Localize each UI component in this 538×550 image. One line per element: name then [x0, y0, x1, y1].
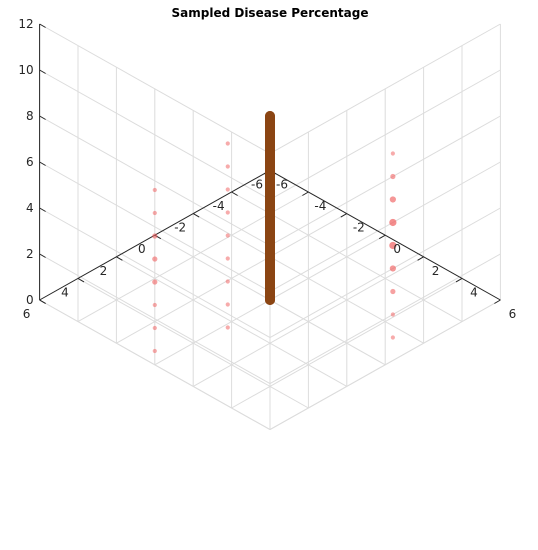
- projection-marker: [225, 325, 230, 330]
- right-wall-grid-line: [269, 161, 501, 293]
- projection-marker: [225, 233, 230, 238]
- data-layer: [265, 111, 275, 305]
- z-tick-mark: [39, 207, 46, 212]
- projection-marker: [389, 241, 397, 250]
- projection-marker: [152, 325, 157, 331]
- projection-marker: [152, 279, 158, 285]
- z-tick-label: 0: [26, 293, 34, 307]
- projection-marker: [390, 335, 395, 340]
- right-wall-grid-line: [269, 115, 501, 247]
- projection-marker: [389, 196, 396, 203]
- y-tick-mark: [302, 191, 309, 196]
- y-tick-mark: [417, 256, 424, 261]
- tick-label-layer: 0 2 4 6 8 10 12 -6 -4 -2 0 2 4 6 -6 -4 -2 0 2 4 6: [18, 17, 516, 321]
- y-tick-label: 0: [393, 242, 401, 256]
- z-tick-label: 10: [18, 63, 33, 77]
- x-tick-mark: [192, 213, 200, 218]
- projection-marker: [225, 256, 230, 261]
- z-tick-mark: [39, 23, 46, 28]
- y-tick-label: -2: [353, 221, 365, 235]
- x-tick-mark: [39, 299, 46, 304]
- left-wall-grid-line: [39, 207, 271, 339]
- y-tick-label: -6: [276, 177, 288, 191]
- z-tick-mark: [39, 115, 46, 120]
- right-wall-grid-line: [269, 253, 501, 385]
- projection-marker: [225, 164, 230, 169]
- x-tick-label: -6: [251, 177, 263, 191]
- x-tick-label: 6: [23, 307, 31, 321]
- right-wall-grid-line: [269, 207, 501, 339]
- z-tick-label: 6: [26, 155, 34, 169]
- left-wall-grid-line: [39, 115, 271, 247]
- z-tick-label: 2: [26, 247, 34, 261]
- left-wall-grid-line: [39, 23, 271, 155]
- y-tick-label: 6: [509, 307, 517, 321]
- projection-marker: [390, 151, 395, 156]
- z-tick-label: 8: [26, 109, 34, 123]
- x-tick-label: 2: [100, 264, 108, 278]
- x-tick-label: 4: [61, 285, 69, 299]
- projection-marker: [390, 173, 396, 180]
- x-tick-label: -2: [174, 221, 186, 235]
- chart-title: Sampled Disease Percentage: [172, 6, 369, 20]
- left-wall-grid-line: [39, 299, 271, 431]
- right-wall-grid-line: [269, 299, 501, 431]
- x-tick-mark: [231, 191, 238, 196]
- left-wall-grid-line: [39, 161, 271, 293]
- x-tick-label: -4: [213, 199, 225, 213]
- projection-marker: [389, 265, 396, 272]
- projection-marker: [225, 210, 230, 215]
- y-tick-mark: [494, 299, 501, 304]
- z-tick-mark: [39, 161, 46, 166]
- x-tick-label: 0: [138, 242, 146, 256]
- x-tick-mark: [116, 256, 123, 261]
- left-wall-grid-line: [39, 253, 271, 385]
- projection-marker: [152, 302, 157, 308]
- y-tick-mark: [378, 234, 386, 240]
- projection-marker: [225, 141, 230, 146]
- projection-marker: [225, 302, 230, 307]
- projection-marker: [152, 233, 158, 239]
- right-wall-grid-line: [269, 69, 501, 201]
- projection-marker: [152, 256, 158, 262]
- projection-marker: [152, 187, 157, 193]
- projection-marker: [152, 210, 157, 216]
- projection-marker: [390, 312, 395, 317]
- projection-layer: [152, 141, 397, 354]
- z-tick-label: 4: [26, 201, 34, 215]
- data-point: [265, 111, 275, 121]
- x-tick-mark: [77, 277, 85, 283]
- y-tick-mark: [340, 213, 348, 218]
- projection-marker: [225, 279, 230, 284]
- projection-marker: [389, 218, 397, 227]
- projection-marker: [152, 348, 157, 354]
- grid-layer: [39, 23, 501, 431]
- z-tick-mark: [39, 69, 46, 74]
- left-wall-grid-line: [39, 69, 271, 201]
- z-tick-mark: [39, 253, 46, 258]
- projection-marker: [225, 187, 230, 192]
- y-tick-label: 4: [470, 285, 478, 299]
- projection-marker: [390, 288, 396, 295]
- data-point: [265, 295, 275, 305]
- y-tick-label: 2: [432, 264, 440, 278]
- y-tick-mark: [455, 277, 463, 283]
- z-tick-label: 12: [18, 17, 33, 31]
- right-wall-grid-line: [269, 23, 501, 155]
- y-tick-label: -4: [314, 199, 326, 213]
